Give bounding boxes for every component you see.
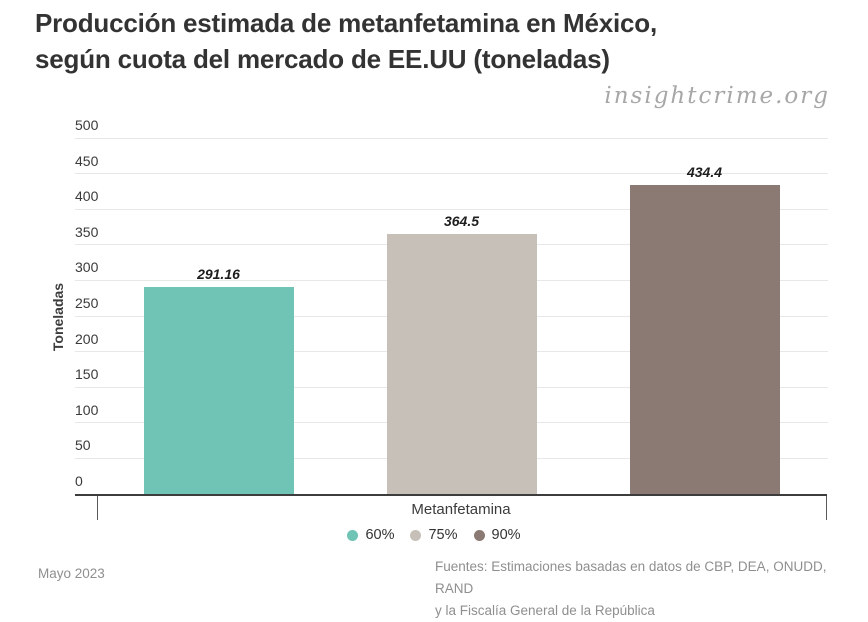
x-axis-end-tick-left [97, 496, 98, 520]
x-axis-line [75, 494, 827, 496]
y-tick-label-200: 200 [75, 330, 99, 347]
legend-label: 90% [491, 527, 521, 543]
gridline-500 [75, 137, 828, 139]
bar-90% [629, 184, 780, 494]
legend-label: 60% [365, 527, 395, 543]
legend-item-75%: 75% [410, 527, 458, 543]
gridline-450 [75, 173, 828, 175]
y-tick-label-400: 400 [75, 188, 99, 205]
y-tick-label-0: 0 [75, 473, 83, 489]
bar-value-label-75%: 364.5 [443, 213, 480, 230]
page-title: Producción estimada de metanfetamina en … [35, 5, 835, 77]
y-tick-label-300: 300 [75, 259, 99, 276]
bar-60% [143, 286, 294, 494]
footer-sources-line2: y la Fiscalía General de la República [435, 603, 655, 618]
y-tick-label-50: 50 [75, 437, 91, 454]
bar-value-label-90%: 434.4 [686, 163, 723, 180]
legend: 60% 75% 90% [0, 527, 868, 543]
legend-swatch-icon [473, 529, 485, 541]
watermark-insightcrime: insightcrime.org [604, 83, 830, 109]
page-title-line2: según cuota del mercado de EE.UU (tonela… [35, 44, 610, 74]
x-axis-end-tick-right [826, 496, 827, 520]
bar-75% [386, 234, 537, 494]
y-tick-label-450: 450 [75, 152, 99, 169]
footer-sources: Fuentes: Estimaciones basadas en datos d… [435, 556, 835, 622]
page-title-line1: Producción estimada de metanfetamina en … [35, 8, 658, 38]
legend-item-60%: 60% [347, 527, 394, 543]
legend-label: 75% [428, 527, 458, 543]
chart-area: 0 50 100 150 200 250 300 350 400 450 500 291.16 364.… [75, 117, 828, 520]
gridline-400 [75, 208, 828, 210]
y-tick-label-150: 150 [75, 366, 99, 383]
y-tick-label-250: 250 [75, 295, 99, 311]
y-tick-label-100: 100 [75, 401, 99, 418]
y-axis-title: Toneladas [50, 282, 66, 352]
bar-value-label-60%: 291.16 [197, 265, 240, 282]
y-tick-label-350: 350 [75, 223, 99, 240]
legend-item-90%: 90% [473, 527, 521, 543]
legend-swatch-icon [347, 529, 359, 541]
x-axis-category-label: Metanfetamina [411, 501, 511, 518]
y-tick-label-500: 500 [75, 117, 99, 133]
footer-date: Mayo 2023 [38, 566, 105, 581]
footer-sources-line1: Fuentes: Estimaciones basadas en datos d… [435, 559, 827, 596]
legend-swatch-icon [410, 529, 422, 541]
